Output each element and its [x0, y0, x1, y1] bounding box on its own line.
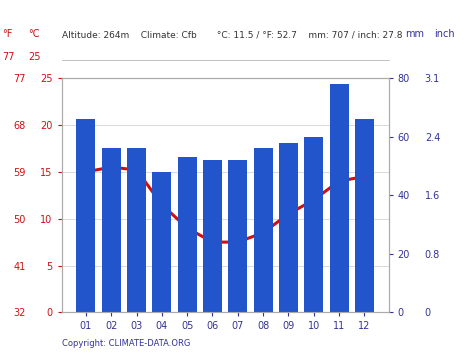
Text: Copyright: CLIMATE-DATA.ORG: Copyright: CLIMATE-DATA.ORG — [62, 339, 190, 348]
Text: Altitude: 264m    Climate: Cfb       °C: 11.5 / °F: 52.7    mm: 707 / inch: 27.8: Altitude: 264m Climate: Cfb °C: 11.5 / °… — [62, 30, 402, 39]
Bar — [304, 137, 323, 312]
Text: 25: 25 — [28, 52, 41, 62]
Bar — [279, 142, 298, 312]
Bar — [355, 119, 374, 312]
Bar — [228, 160, 247, 312]
Bar — [153, 172, 172, 312]
Bar — [329, 84, 348, 312]
Bar — [178, 157, 197, 312]
Text: inch: inch — [434, 29, 455, 39]
Text: mm: mm — [405, 29, 424, 39]
Bar — [127, 148, 146, 312]
Bar — [203, 160, 222, 312]
Text: °C: °C — [28, 29, 40, 39]
Bar — [76, 119, 95, 312]
Bar — [254, 148, 273, 312]
Text: 77: 77 — [2, 52, 15, 62]
Bar — [102, 148, 121, 312]
Text: °F: °F — [2, 29, 13, 39]
